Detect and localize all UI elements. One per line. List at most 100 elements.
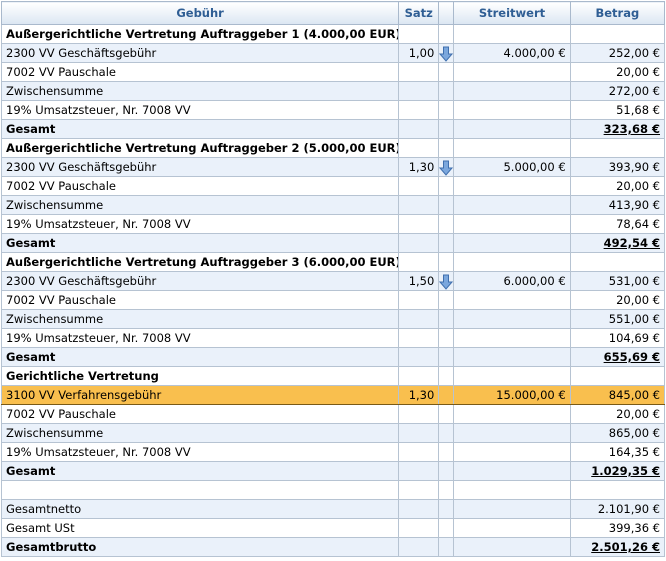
table-row[interactable]: 7002 VV Pauschale 20,00 € <box>0 62 666 82</box>
table-row[interactable]: 7002 VV Pauschale 20,00 € <box>0 176 666 196</box>
section-header-row[interactable]: Außergerichtliche Vertretung Auftraggebe… <box>0 138 666 158</box>
value-cell[interactable]: 15.000,00 € <box>453 385 571 405</box>
fee-cell: 2300 VV Geschäftsgebühr <box>0 157 400 177</box>
amount-cell: 20,00 € <box>569 62 666 82</box>
arrow-cell <box>438 100 455 120</box>
value-cell[interactable]: 5.000,00 € <box>453 157 571 177</box>
fee-cell: Gesamtnetto <box>0 499 400 519</box>
value-cell <box>453 499 571 519</box>
rate-cell <box>398 442 440 462</box>
table-row[interactable]: 7002 VV Pauschale 20,00 € <box>0 290 666 310</box>
amount-cell <box>569 366 666 386</box>
column-header-amount[interactable]: Betrag <box>569 1 666 25</box>
total-row[interactable]: Gesamt 323,68 € <box>0 119 666 139</box>
value-cell <box>453 233 571 253</box>
arrow-cell[interactable] <box>438 271 455 291</box>
amount-cell: 393,90 € <box>569 157 666 177</box>
value-cell <box>453 404 571 424</box>
arrow-cell <box>438 328 455 348</box>
grand-vat-row[interactable]: Gesamt USt 399,36 € <box>0 518 666 538</box>
value-cell <box>453 518 571 538</box>
amount-cell: 20,00 € <box>569 290 666 310</box>
arrow-cell[interactable] <box>438 43 455 63</box>
arrow-cell <box>438 81 455 101</box>
arrow-cell <box>438 119 455 139</box>
fee-cell: 7002 VV Pauschale <box>0 176 400 196</box>
rate-cell[interactable]: 1,50 <box>398 271 440 291</box>
total-row[interactable]: Gesamt 1.029,35 € <box>0 461 666 481</box>
amount-cell: 78,64 € <box>569 214 666 234</box>
fee-cell: Zwischensumme <box>0 423 400 443</box>
arrow-down-icon[interactable] <box>439 46 453 62</box>
amount-text: 492,54 € <box>603 236 660 250</box>
fee-cell: Gerichtliche Vertretung <box>0 366 400 386</box>
rate-cell <box>398 176 440 196</box>
section-header-row[interactable]: Außergerichtliche Vertretung Auftraggebe… <box>0 252 666 272</box>
fee-cell: 2300 VV Geschäftsgebühr <box>0 43 400 63</box>
subtotal-row[interactable]: Zwischensumme 413,90 € <box>0 195 666 215</box>
amount-cell: 104,69 € <box>569 328 666 348</box>
arrow-cell <box>438 195 455 215</box>
amount-text: 2.501,26 € <box>591 540 660 554</box>
section-header-row[interactable]: Außergerichtliche Vertretung Auftraggebe… <box>0 24 666 44</box>
vat-row[interactable]: 19% Umsatzsteuer, Nr. 7008 VV 51,68 € <box>0 100 666 120</box>
total-row[interactable]: Gesamt 655,69 € <box>0 347 666 367</box>
value-cell <box>453 252 571 272</box>
fee-cell: Außergerichtliche Vertretung Auftraggebe… <box>0 252 400 272</box>
table-row[interactable]: 2300 VV Geschäftsgebühr 1,30 5.000,00 € … <box>0 157 666 177</box>
fee-cell: Gesamtbrutto <box>0 537 400 557</box>
section-header-row[interactable]: Gerichtliche Vertretung <box>0 366 666 386</box>
amount-cell: 272,00 € <box>569 81 666 101</box>
rate-cell[interactable]: 1,30 <box>398 157 440 177</box>
arrow-cell[interactable] <box>438 157 455 177</box>
column-header-rate[interactable]: Satz <box>398 1 440 25</box>
rate-cell <box>398 423 440 443</box>
value-cell <box>453 195 571 215</box>
column-header-value[interactable]: Streitwert <box>453 1 571 25</box>
arrow-cell <box>438 347 455 367</box>
table-row[interactable]: 2300 VV Geschäftsgebühr 1,50 6.000,00 € … <box>0 271 666 291</box>
arrow-cell <box>438 62 455 82</box>
value-cell <box>453 480 571 500</box>
amount-cell: 399,36 € <box>569 518 666 538</box>
amount-cell: 845,00 € <box>569 385 666 405</box>
selected-table-row[interactable]: 3100 VV Verfahrensgebühr 1,30 15.000,00 … <box>0 385 666 405</box>
amount-cell <box>569 138 666 158</box>
value-cell[interactable]: 4.000,00 € <box>453 43 571 63</box>
fee-cell: Außergerichtliche Vertretung Auftraggebe… <box>0 138 400 158</box>
subtotal-row[interactable]: Zwischensumme 865,00 € <box>0 423 666 443</box>
rate-cell <box>398 81 440 101</box>
subtotal-row[interactable]: Zwischensumme 272,00 € <box>0 81 666 101</box>
rate-cell <box>398 62 440 82</box>
amount-cell: 323,68 € <box>569 119 666 139</box>
grand-net-row[interactable]: Gesamtnetto 2.101,90 € <box>0 499 666 519</box>
arrow-down-icon[interactable] <box>439 274 453 290</box>
amount-text: 1.029,35 € <box>591 464 660 478</box>
vat-row[interactable]: 19% Umsatzsteuer, Nr. 7008 VV 78,64 € <box>0 214 666 234</box>
fee-cell: Zwischensumme <box>0 81 400 101</box>
total-row[interactable]: Gesamt 492,54 € <box>0 233 666 253</box>
rate-cell <box>398 100 440 120</box>
arrow-cell <box>438 499 455 519</box>
rate-cell <box>398 252 440 272</box>
subtotal-row[interactable]: Zwischensumme 551,00 € <box>0 309 666 329</box>
value-cell[interactable]: 6.000,00 € <box>453 271 571 291</box>
column-header-fee[interactable]: Gebühr <box>0 1 400 25</box>
table-row[interactable]: 2300 VV Geschäftsgebühr 1,00 4.000,00 € … <box>0 43 666 63</box>
grand-gross-row[interactable]: Gesamtbrutto 2.501,26 € <box>0 537 666 557</box>
value-cell <box>453 537 571 557</box>
arrow-cell <box>438 366 455 386</box>
vat-row[interactable]: 19% Umsatzsteuer, Nr. 7008 VV 164,35 € <box>0 442 666 462</box>
rate-cell <box>398 347 440 367</box>
vat-row[interactable]: 19% Umsatzsteuer, Nr. 7008 VV 104,69 € <box>0 328 666 348</box>
value-cell <box>453 423 571 443</box>
rate-cell[interactable]: 1,30 <box>398 385 440 405</box>
table-row[interactable]: 7002 VV Pauschale 20,00 € <box>0 404 666 424</box>
rate-cell <box>398 461 440 481</box>
amount-cell <box>569 24 666 44</box>
arrow-down-icon[interactable] <box>439 160 453 176</box>
amount-cell <box>569 252 666 272</box>
rate-cell[interactable]: 1,00 <box>398 43 440 63</box>
column-header-arrow <box>438 1 455 25</box>
arrow-cell <box>438 442 455 462</box>
